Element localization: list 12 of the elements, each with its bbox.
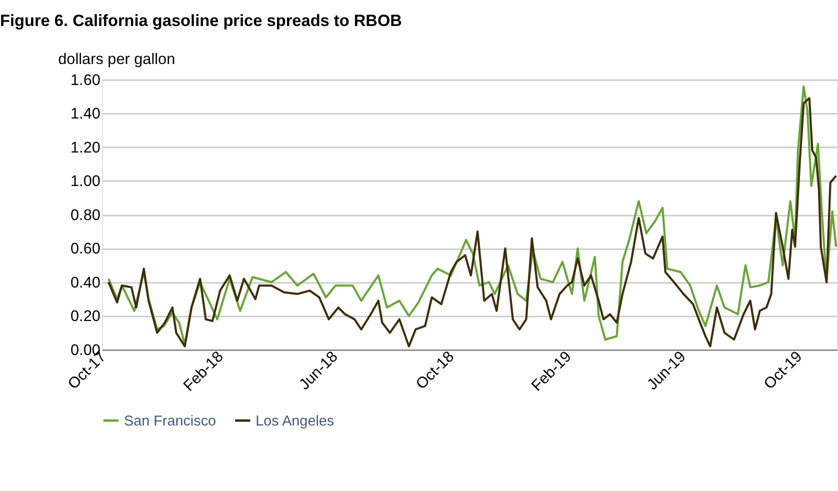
y-tick-label: 0.60 (70, 240, 100, 258)
y-tick-label: 0.80 (70, 206, 100, 224)
y-tick-label: 1.40 (70, 106, 100, 123)
legend-label: Los Angeles (256, 413, 334, 430)
legend-label: San Francisco (124, 413, 216, 430)
y-tick-label: 1.60 (70, 72, 100, 89)
y-tick-label: 1.00 (70, 173, 100, 190)
y-tick-label: 1.20 (70, 139, 100, 156)
y-axis-title: dollars per gallon (58, 50, 176, 68)
y-tick-label: 0.40 (70, 274, 100, 292)
chart-title: Figure 6. California gasoline price spreads to RBOB (0, 12, 402, 30)
y-tick-label: 0.20 (70, 308, 100, 326)
